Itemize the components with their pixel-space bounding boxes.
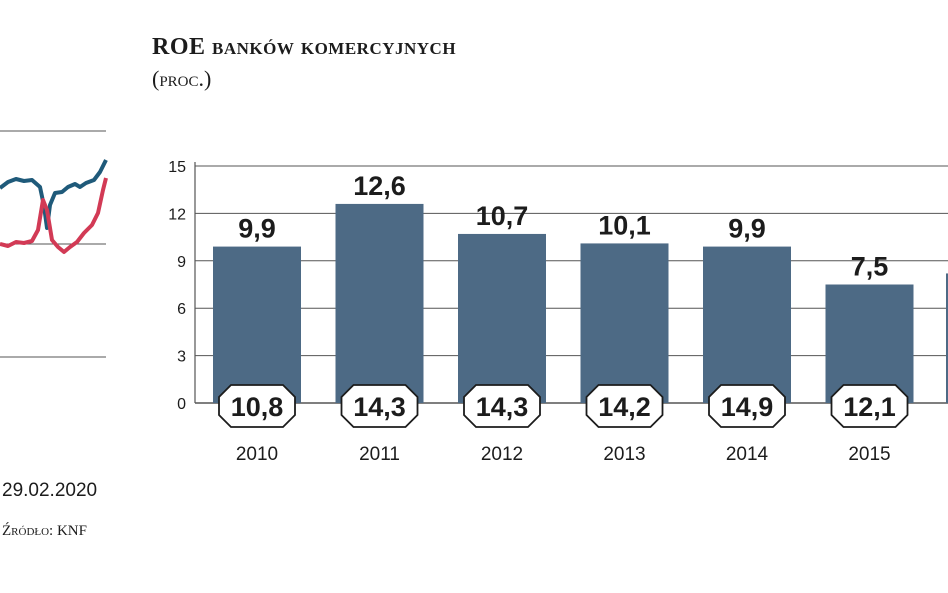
x-tick-label: 2011 [359, 444, 400, 465]
bar-value-label: 12,6 [353, 171, 406, 201]
y-tick-label: 15 [168, 159, 186, 176]
base-value-label: 10,8 [231, 392, 284, 422]
bar [213, 246, 301, 403]
base-value-badge [585, 384, 664, 428]
base-value-label: 14,3 [476, 392, 529, 422]
base-value-label: 12,1 [843, 392, 896, 422]
x-tick-label: 2015 [848, 444, 890, 465]
chart-title: ROE banków komercyjnych [152, 34, 457, 60]
base-value-badge [340, 384, 419, 428]
x-tick-label: 2012 [481, 444, 523, 465]
y-tick-label: 0 [177, 396, 186, 413]
x-tick-label: 2014 [726, 444, 769, 465]
y-tick-label: 3 [177, 349, 186, 366]
bar-cropped [946, 273, 948, 403]
base-value-badge [830, 384, 909, 428]
bar-value-label: 9,9 [728, 214, 766, 244]
left-chart-date-label: 29.02.2020 [2, 480, 98, 501]
bar [458, 233, 546, 403]
base-value-badge [463, 384, 541, 428]
bar-value-label: 9,9 [238, 214, 276, 244]
y-tick-label: 12 [168, 206, 186, 223]
left-series-line [0, 177, 108, 254]
bar [580, 243, 669, 403]
base-value-label: 14,9 [721, 392, 774, 422]
x-tick-label: 2013 [603, 444, 645, 465]
base-value-label: 14,3 [353, 392, 406, 422]
bar-value-label: 10,7 [476, 201, 529, 231]
bar-value-label: 7,5 [851, 252, 889, 282]
chart-subtitle: (proc.) [152, 66, 212, 91]
y-tick-label: 9 [177, 254, 186, 271]
bar-value-label: 10,1 [598, 210, 651, 240]
bar [335, 203, 424, 403]
base-value-label: 14,2 [598, 392, 651, 422]
bar [825, 284, 914, 403]
base-value-badge [218, 384, 296, 428]
base-value-badge [708, 384, 786, 428]
y-tick-label: 6 [177, 301, 186, 318]
x-tick-label: 2010 [236, 444, 278, 465]
bar [703, 246, 791, 403]
source-note: Źródło: KNF [2, 523, 87, 539]
left-series-line [0, 159, 108, 230]
